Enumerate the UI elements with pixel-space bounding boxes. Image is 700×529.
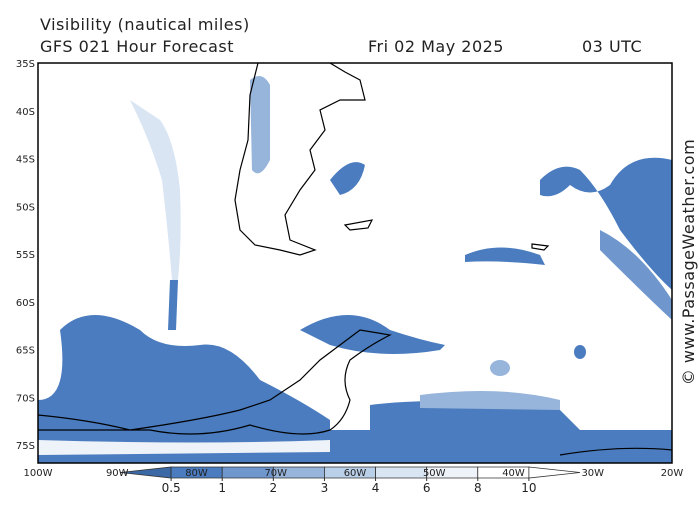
- title: Visibility (nautical miles): [40, 15, 250, 34]
- map: [37, 62, 673, 464]
- visibility-field: [38, 76, 672, 463]
- lat-label: 75S: [16, 441, 35, 452]
- legend-label: 0.5: [162, 481, 181, 495]
- legend-label: 4: [372, 481, 380, 495]
- lon-label: 70W: [264, 468, 287, 479]
- lon-label: 60W: [344, 468, 367, 479]
- lat-label: 55S: [16, 250, 35, 261]
- legend-label: 8: [474, 481, 482, 495]
- legend-label: 6: [423, 481, 431, 495]
- subtitle: GFS 021 Hour Forecast: [40, 37, 234, 56]
- legend: 0.5 1 2 3 4 6 8 10: [119, 466, 581, 495]
- lon-label: 20W: [661, 468, 684, 479]
- lat-label: 40S: [16, 107, 35, 118]
- legend-swatch: [375, 466, 428, 479]
- lon-label: 80W: [185, 468, 208, 479]
- forecast-date: Fri 02 May 2025: [368, 37, 504, 56]
- lat-label: 65S: [16, 346, 35, 357]
- lon-label: 50W: [423, 468, 446, 479]
- lat-label: 45S: [16, 155, 35, 166]
- forecast-time: 03 UTC: [582, 37, 642, 56]
- legend-label: 3: [321, 481, 329, 495]
- lat-label: 50S: [16, 202, 35, 213]
- lon-label: 90W: [106, 468, 129, 479]
- lat-label: 35S: [16, 59, 35, 70]
- lat-label: 60S: [16, 298, 35, 309]
- map-frame: [37, 62, 673, 464]
- lon-label: 100W: [24, 468, 53, 479]
- coastlines: [38, 63, 672, 456]
- lon-label: 40W: [502, 468, 525, 479]
- lat-label: 70S: [16, 393, 35, 404]
- legend-label: 2: [270, 481, 278, 495]
- credit: © www.PassageWeather.com: [679, 139, 698, 385]
- legend-label: 1: [218, 481, 226, 495]
- legend-label: 10: [521, 481, 536, 495]
- lon-label: 30W: [581, 468, 604, 479]
- legend-swatch: [528, 466, 581, 479]
